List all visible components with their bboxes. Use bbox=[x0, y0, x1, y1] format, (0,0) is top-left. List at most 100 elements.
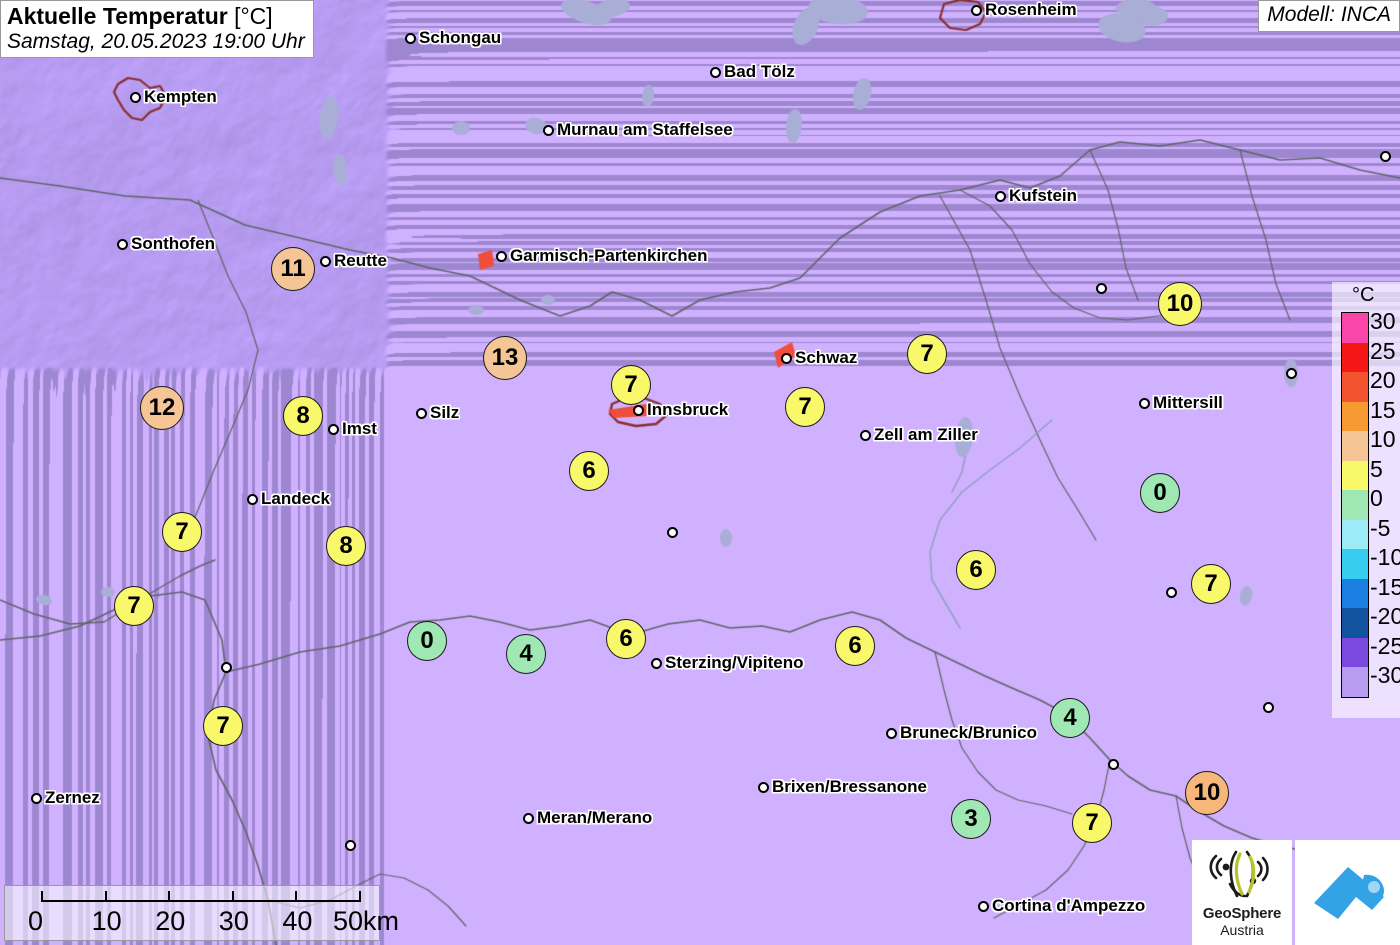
model-label: Modell: INCA bbox=[1267, 3, 1391, 26]
station-temperature-marker[interactable]: 6 bbox=[569, 451, 609, 491]
city-dot-icon bbox=[1095, 282, 1107, 294]
city-label: Garmisch-Partenkirchen bbox=[510, 246, 708, 265]
station-temperature-marker[interactable]: 7 bbox=[1072, 803, 1112, 843]
city-dot-icon bbox=[709, 66, 721, 78]
scale-tick-label: 50km bbox=[333, 906, 400, 936]
scale-tick bbox=[295, 891, 298, 902]
city-label: Reutte bbox=[334, 251, 387, 270]
colorbar-tick-label: 30 bbox=[1370, 308, 1396, 334]
station-temperature-marker[interactable]: 7 bbox=[907, 334, 947, 374]
city-dot-icon bbox=[650, 657, 662, 669]
city-label: Bad Tölz bbox=[724, 62, 795, 81]
scale-bar-line bbox=[41, 900, 359, 902]
scale-tick bbox=[359, 891, 361, 902]
city-label: Innsbruck bbox=[647, 400, 729, 419]
station-temperature-marker[interactable]: 12 bbox=[140, 386, 184, 430]
colorbar-tick-label: -20 bbox=[1370, 603, 1400, 629]
station-temperature-marker[interactable]: 0 bbox=[1140, 473, 1180, 513]
city-dot-icon bbox=[994, 190, 1006, 202]
city-dot-icon bbox=[415, 407, 427, 419]
colorbar-band bbox=[1342, 608, 1368, 638]
colorbar-tick-label: -10 bbox=[1370, 544, 1400, 570]
blue-arrow-icon bbox=[1313, 866, 1384, 919]
station-temperature-marker[interactable]: 7 bbox=[203, 706, 243, 746]
city-dot-icon bbox=[970, 4, 982, 16]
station-temperature-marker[interactable]: 3 bbox=[951, 799, 991, 839]
map-title-text: Aktuelle Temperatur bbox=[7, 3, 228, 29]
station-temperature-marker[interactable]: 4 bbox=[1050, 698, 1090, 738]
scale-tick-label: 30 bbox=[218, 906, 249, 936]
station-temperature-marker[interactable]: 6 bbox=[835, 626, 875, 666]
city-dot-icon bbox=[319, 255, 331, 267]
city-label: Silz bbox=[430, 403, 460, 422]
city-dot-icon bbox=[757, 781, 769, 793]
scale-tick bbox=[231, 891, 234, 902]
city-label: Kempten bbox=[144, 87, 217, 106]
colorbar-tick-label: -5 bbox=[1370, 514, 1391, 541]
colorbar-band bbox=[1342, 313, 1368, 343]
city-dot-icon bbox=[220, 661, 232, 673]
city-dot-icon bbox=[404, 32, 416, 44]
station-temperature-marker[interactable]: 7 bbox=[1191, 564, 1231, 604]
model-box: Modell: INCA bbox=[1258, 0, 1400, 32]
city-dot-icon bbox=[1138, 397, 1150, 409]
geosphere-logo-line1: GeoSphere bbox=[1202, 904, 1282, 922]
city-label: Bruneck/Brunico bbox=[900, 723, 1037, 742]
geosphere-austria-logo[interactable]: GeoSphere Austria bbox=[1192, 840, 1292, 945]
station-temperature-marker[interactable]: 7 bbox=[162, 512, 202, 552]
station-temperature-marker[interactable]: 4 bbox=[506, 634, 546, 674]
partner-arrow-logo[interactable] bbox=[1295, 840, 1400, 945]
scale-tick bbox=[168, 891, 171, 902]
city-dot-icon bbox=[859, 429, 871, 441]
city-label: Meran/Merano bbox=[537, 808, 653, 827]
city-label: Rosenheim bbox=[985, 0, 1077, 19]
city-label: Schongau bbox=[419, 28, 502, 47]
station-temperature-marker[interactable]: 8 bbox=[326, 526, 366, 566]
logo-group: GeoSphere Austria bbox=[1192, 840, 1400, 945]
station-temperature-marker[interactable]: 11 bbox=[271, 247, 315, 291]
city-label: Zell am Ziller bbox=[874, 425, 978, 444]
colorbar-band bbox=[1342, 667, 1368, 697]
station-temperature-marker[interactable]: 0 bbox=[407, 621, 447, 661]
city-dot-icon bbox=[30, 792, 42, 804]
station-temperature-marker[interactable]: 8 bbox=[283, 396, 323, 436]
city-label: Mittersill bbox=[1153, 393, 1223, 412]
station-temperature-marker[interactable]: 7 bbox=[611, 365, 651, 405]
city-label: Schwaz bbox=[795, 348, 858, 367]
map-title-unit: [°C] bbox=[234, 3, 273, 29]
colorbar-band bbox=[1342, 401, 1368, 431]
city-dot-icon bbox=[1379, 150, 1391, 162]
colorbar-tick-label: -15 bbox=[1370, 573, 1400, 600]
city-label: Murnau am Staffelsee bbox=[557, 120, 733, 139]
temperature-colorbar: °C 30 25 20 15 10 5 0 -5 -10 -15 -20 -25 -30 bbox=[1332, 282, 1400, 718]
station-temperature-marker[interactable]: 6 bbox=[606, 619, 646, 659]
scale-tick bbox=[104, 891, 107, 902]
city-dot-icon bbox=[1165, 586, 1177, 598]
city-dot-icon bbox=[129, 91, 141, 103]
station-temperature-marker[interactable]: 7 bbox=[114, 586, 154, 626]
colorbar-band bbox=[1342, 637, 1368, 667]
geosphere-logo-line2: Austria bbox=[1220, 921, 1264, 938]
city-dot-icon bbox=[780, 352, 792, 364]
station-temperature-marker[interactable]: 10 bbox=[1158, 282, 1202, 326]
scale-tick bbox=[41, 891, 43, 902]
station-temperature-marker[interactable]: 6 bbox=[956, 550, 996, 590]
city-dot-icon bbox=[666, 526, 678, 538]
city-dot-icon bbox=[344, 839, 356, 851]
geosphere-mark-icon bbox=[1209, 850, 1269, 897]
station-temperature-marker[interactable]: 13 bbox=[483, 336, 527, 380]
colorbar-tick-label: -25 bbox=[1370, 632, 1400, 659]
colorbar-band bbox=[1342, 578, 1368, 608]
city-label: Sterzing/Vipiteno bbox=[665, 653, 804, 672]
city-dot-icon bbox=[885, 727, 897, 739]
city-dot-icon bbox=[977, 900, 989, 912]
scale-tick-label: 10 bbox=[91, 906, 122, 936]
city-dot-icon bbox=[1285, 367, 1297, 379]
scale-tick-label: 0 bbox=[28, 906, 44, 936]
station-temperature-marker[interactable]: 10 bbox=[1185, 771, 1229, 815]
city-label: Cortina d'Ampezzo bbox=[992, 896, 1146, 915]
map-datetime: Samstag, 20.05.2023 19:00 Uhr bbox=[7, 29, 305, 53]
colorbar-band bbox=[1342, 372, 1368, 402]
station-temperature-marker[interactable]: 7 bbox=[785, 387, 825, 427]
